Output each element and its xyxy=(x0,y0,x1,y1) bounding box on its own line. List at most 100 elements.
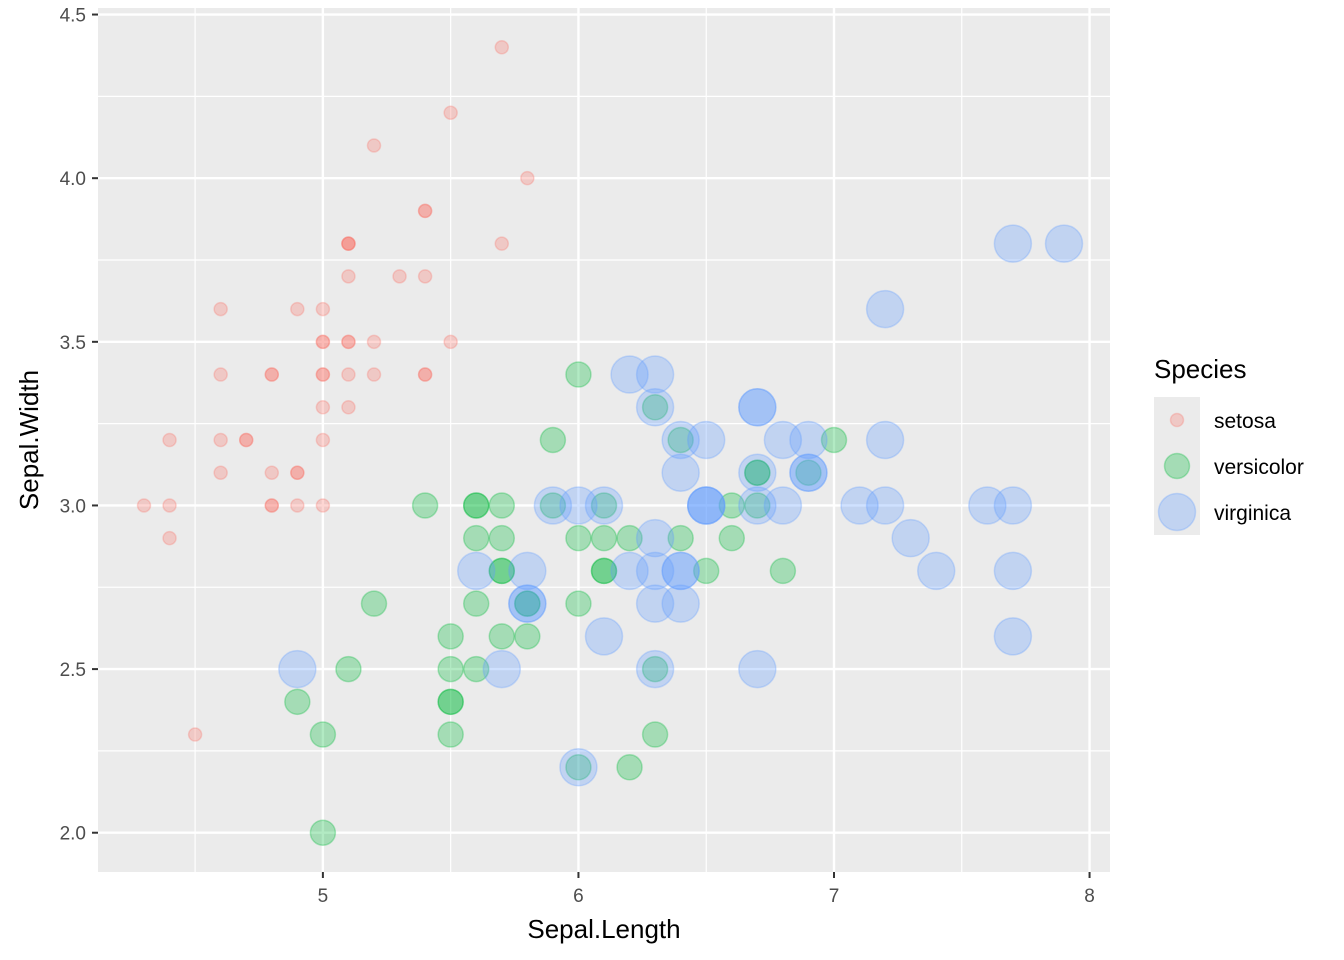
data-point-virginica xyxy=(584,617,624,656)
data-point-versicolor xyxy=(462,524,490,552)
data-point-setosa xyxy=(162,432,177,448)
y-tick-label: 3.0 xyxy=(60,496,86,517)
data-point-setosa xyxy=(162,498,177,513)
data-point-versicolor xyxy=(744,492,771,519)
data-point-setosa xyxy=(290,498,305,513)
data-point-setosa xyxy=(315,367,331,382)
data-point-virginica xyxy=(993,551,1033,591)
data-point-setosa xyxy=(290,465,305,480)
data-point-versicolor xyxy=(437,721,464,748)
x-tick-label: 8 xyxy=(1084,886,1095,907)
data-point-virginica xyxy=(891,518,930,558)
data-point-virginica xyxy=(789,420,828,460)
data-point-virginica xyxy=(865,289,905,329)
data-point-setosa xyxy=(341,236,356,251)
data-point-setosa xyxy=(213,432,228,448)
data-point-versicolor xyxy=(462,492,490,519)
legend-label-setosa: setosa xyxy=(1214,410,1276,433)
data-point-setosa xyxy=(341,236,356,251)
x-tick-label: 6 xyxy=(573,886,584,907)
data-point-virginica xyxy=(738,388,777,427)
data-point-virginica xyxy=(993,486,1033,525)
major-gridlines xyxy=(98,8,1110,872)
data-point-virginica xyxy=(584,486,624,525)
y-tick-label: 2.0 xyxy=(60,824,86,845)
data-point-setosa xyxy=(238,432,254,448)
x-axis: 5 6 7 8 xyxy=(318,872,1095,907)
data-point-virginica xyxy=(738,649,777,689)
x-tick-label: 7 xyxy=(829,886,840,907)
data-point-setosa xyxy=(315,334,331,350)
data-point-versicolor xyxy=(411,492,439,519)
data-point-setosa xyxy=(264,498,280,513)
data-point-versicolor xyxy=(565,590,592,617)
data-point-versicolor xyxy=(718,492,746,519)
data-point-virginica xyxy=(635,551,675,591)
data-point-setosa xyxy=(417,203,433,219)
data-point-setosa xyxy=(443,334,458,350)
data-point-setosa xyxy=(315,498,331,513)
data-point-versicolor xyxy=(590,492,618,519)
data-point-versicolor xyxy=(565,361,592,388)
data-point-versicolor xyxy=(692,557,720,585)
minor-gridlines xyxy=(98,8,1110,872)
legend-key-bg-setosa xyxy=(1154,397,1200,443)
legend-label-versicolor: versicolor xyxy=(1214,456,1304,479)
data-point-virginica xyxy=(865,486,905,525)
x-axis-title: Sepal.Length xyxy=(527,914,680,944)
data-point-setosa xyxy=(315,334,331,350)
data-point-setosa xyxy=(315,400,331,415)
data-point-setosa xyxy=(136,498,152,513)
data-point-setosa xyxy=(162,530,177,546)
data-point-versicolor xyxy=(590,557,618,585)
x-tick-label: 5 xyxy=(318,886,329,907)
data-point-setosa xyxy=(494,236,510,251)
data-point-virginica xyxy=(789,453,828,492)
legend-key-setosa xyxy=(1169,412,1185,428)
data-point-versicolor xyxy=(488,623,516,650)
data-point-virginica xyxy=(789,453,828,492)
data-point-virginica xyxy=(559,748,598,787)
data-point-versicolor xyxy=(820,426,848,454)
data-point-versicolor xyxy=(360,590,388,617)
data-point-virginica xyxy=(508,584,547,623)
data-point-virginica xyxy=(635,649,675,689)
data-point-versicolor xyxy=(641,721,669,748)
data-point-virginica xyxy=(508,584,547,623)
legend-key-versicolor xyxy=(1163,452,1191,480)
data-point-versicolor xyxy=(590,524,618,552)
data-point-versicolor xyxy=(667,426,694,454)
data-point-setosa xyxy=(290,465,305,480)
legend: Species setosa versicolor virginica xyxy=(1154,354,1304,535)
data-point-virginica xyxy=(993,617,1033,656)
data-point-versicolor xyxy=(488,557,516,585)
y-tick-label: 2.5 xyxy=(60,660,86,681)
data-point-virginica xyxy=(508,551,547,591)
data-point-versicolor xyxy=(539,426,567,454)
panel-background xyxy=(98,8,1110,872)
data-point-versicolor xyxy=(514,623,541,650)
data-point-setosa xyxy=(238,432,254,448)
data-point-virginica xyxy=(635,518,675,558)
data-point-versicolor xyxy=(795,459,822,486)
data-point-setosa xyxy=(213,465,228,480)
data-point-setosa xyxy=(264,367,280,382)
data-point-versicolor xyxy=(565,524,592,552)
data-point-virginica xyxy=(661,453,700,492)
data-point-versicolor xyxy=(335,655,362,683)
data-point-virginica xyxy=(559,486,598,525)
y-axis: 2.0 2.5 3.0 3.5 4.0 4.5 xyxy=(60,6,98,845)
data-point-virginica xyxy=(482,649,522,689)
data-point-setosa xyxy=(494,40,510,55)
data-point-setosa xyxy=(341,367,356,382)
data-point-setosa xyxy=(341,400,356,415)
y-axis-title: Sepal.Width xyxy=(14,370,44,510)
data-point-versicolor xyxy=(462,590,490,617)
data-point-setosa xyxy=(392,269,407,284)
data-point-versicolor xyxy=(514,590,541,617)
data-point-virginica xyxy=(635,355,675,394)
data-point-setosa xyxy=(187,727,203,742)
data-point-virginica xyxy=(763,486,803,525)
data-point-virginica xyxy=(278,649,317,689)
